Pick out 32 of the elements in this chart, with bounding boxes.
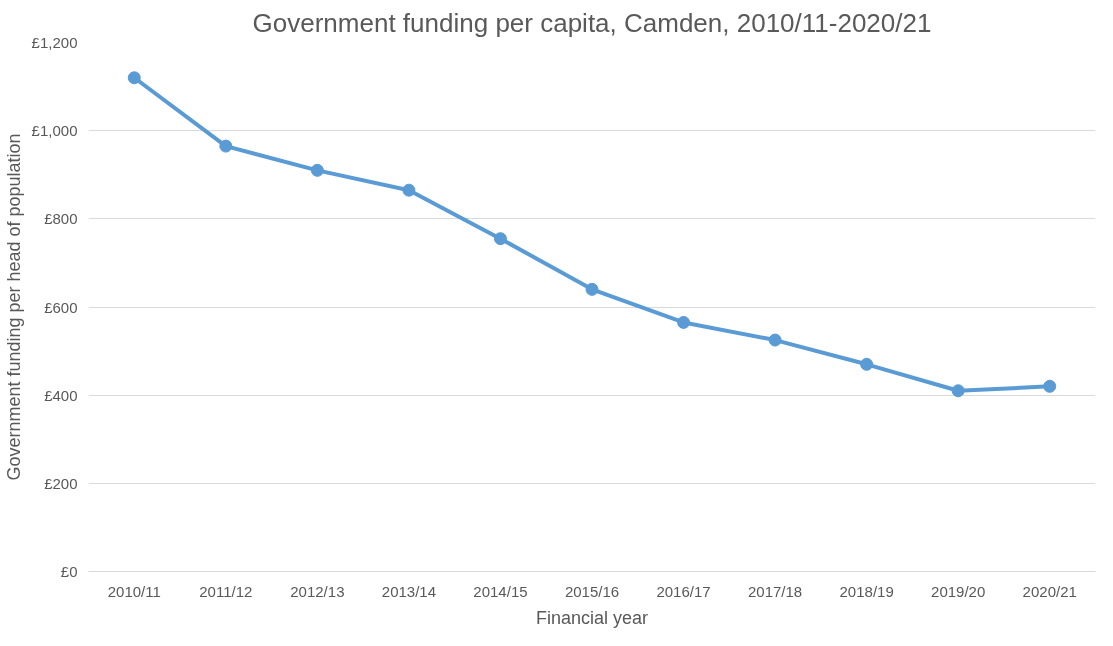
- point: [310, 163, 324, 177]
- point: [493, 232, 507, 246]
- y-tick-label: £0: [60, 563, 78, 580]
- x-tick-label: 2014/15: [473, 582, 528, 600]
- x-tick-label: 2018/19: [839, 582, 894, 600]
- x-tick-label: 2013/14: [381, 582, 437, 600]
- point: [402, 183, 416, 197]
- y-tick-label: £1,000: [31, 122, 78, 140]
- point: [585, 282, 599, 296]
- x-tick-label: 2011/12: [199, 582, 253, 600]
- x-tick-label: 2010/11: [107, 582, 161, 600]
- y-tick-label: £1,200: [31, 34, 78, 51]
- y-axis-title: Government funding per head of population: [3, 133, 24, 481]
- point: [127, 71, 141, 85]
- x-tick-label: 2019/20: [931, 582, 986, 600]
- point: [1043, 379, 1057, 393]
- y-tick-label: £800: [44, 210, 78, 228]
- x-tick-label: 2016/17: [656, 582, 711, 600]
- x-tick-label: 2017/18: [747, 582, 803, 600]
- point: [768, 333, 782, 347]
- y-tick-label: £200: [44, 474, 78, 492]
- x-tick-label: 2015/16: [564, 582, 620, 600]
- chart-title: Government funding per capita, Camden, 2010/11-2020/21: [252, 7, 932, 38]
- point: [219, 139, 233, 153]
- x-tick-label: 2012/13: [290, 582, 345, 600]
- point: [951, 384, 965, 398]
- y-tick-label: £400: [44, 386, 78, 404]
- y-tick-label: £600: [44, 298, 78, 316]
- point: [677, 315, 691, 329]
- x-axis-title: Financial year: [535, 607, 649, 628]
- x-tick-label: 2020/21: [1022, 582, 1077, 600]
- point: [860, 357, 874, 371]
